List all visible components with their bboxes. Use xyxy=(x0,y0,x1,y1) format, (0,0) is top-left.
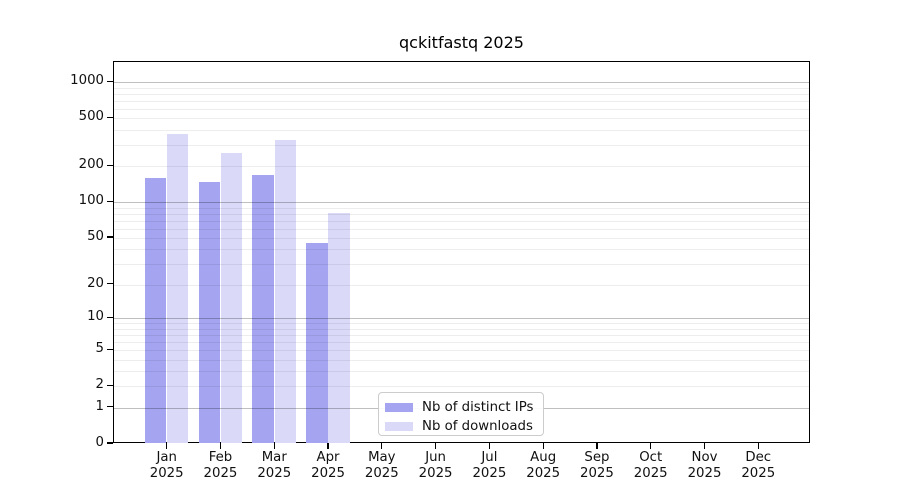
grid-layer xyxy=(114,62,809,442)
x-axis-tick xyxy=(757,443,759,449)
bar-apr-s0 xyxy=(306,243,328,443)
x-axis-tick xyxy=(166,443,168,449)
gridline-minor xyxy=(114,213,809,215)
gridline-minor xyxy=(114,100,809,102)
x-tick-label-sep: Sep 2025 xyxy=(580,450,614,481)
x-tick-label-aug: Aug 2025 xyxy=(526,450,561,481)
gridline-minor xyxy=(114,350,809,352)
legend-swatch-0 xyxy=(385,402,413,413)
x-tick-label-jan: Jan 2025 xyxy=(149,450,184,481)
legend: Nb of distinct IPs Nb of downloads xyxy=(378,392,544,436)
y-axis-tick xyxy=(107,384,113,387)
y-axis-tick xyxy=(107,316,113,319)
x-tick-label-oct: Oct 2025 xyxy=(633,450,668,481)
gridline-major xyxy=(114,202,809,204)
y-axis-tick xyxy=(107,282,113,285)
gridline-major xyxy=(114,318,809,320)
y-tick-label: 500 xyxy=(78,109,104,125)
gridline-minor xyxy=(114,249,809,251)
x-axis-tick xyxy=(542,443,544,449)
y-axis-tick xyxy=(107,80,113,82)
x-tick-label-mar: Mar 2025 xyxy=(257,450,292,481)
gridline-minor xyxy=(114,130,809,132)
x-tick-label-nov: Nov 2025 xyxy=(687,450,722,481)
bar-mar-s0 xyxy=(252,175,274,443)
y-tick-label: 1 xyxy=(95,398,104,414)
x-axis-tick xyxy=(703,443,706,449)
bar-mar-s1 xyxy=(274,140,296,443)
y-axis-tick xyxy=(107,164,113,166)
legend-label: Nb of distinct IPs xyxy=(422,400,534,415)
legend-swatch-1 xyxy=(385,421,413,432)
legend-label: Nb of downloads xyxy=(422,419,533,434)
x-tick-label-dec: Dec 2025 xyxy=(741,450,776,481)
x-tick-label-feb: Feb 2025 xyxy=(203,450,238,481)
x-axis-tick xyxy=(596,443,598,449)
x-tick-label-apr: Apr 2025 xyxy=(311,450,345,481)
y-axis-tick xyxy=(107,236,113,238)
gridline-minor xyxy=(114,145,809,147)
gridline-minor xyxy=(114,108,809,110)
gridline-minor xyxy=(114,87,809,89)
y-tick-label: 0 xyxy=(95,435,104,450)
legend-entry-1: Nb of downloads xyxy=(385,417,535,436)
x-axis-tick xyxy=(488,443,491,449)
y-axis-tick xyxy=(107,442,113,444)
gridline-minor xyxy=(114,228,809,230)
gridline-minor xyxy=(114,207,809,209)
y-tick-label: 50 xyxy=(87,229,104,245)
x-tick-label-jul: Jul 2025 xyxy=(472,450,507,481)
y-tick-label: 200 xyxy=(78,157,104,173)
legend-entry-0: Nb of distinct IPs xyxy=(385,398,535,417)
y-tick-label: 1000 xyxy=(70,73,104,89)
plot-area xyxy=(113,61,810,443)
y-tick-label: 10 xyxy=(87,309,104,325)
gridline-minor xyxy=(114,342,809,344)
chart-title: qckitfastq 2025 xyxy=(399,33,524,52)
x-axis-tick xyxy=(650,443,652,449)
y-tick-label: 5 xyxy=(95,341,104,357)
bar-apr-s1 xyxy=(328,212,350,443)
gridline-minor xyxy=(114,359,809,361)
gridline-minor xyxy=(114,238,809,240)
gridline-major xyxy=(114,82,809,84)
y-axis-tick xyxy=(107,406,113,408)
bars-layer xyxy=(114,62,809,443)
gridline-minor xyxy=(114,118,809,120)
y-axis-tick xyxy=(107,116,113,119)
gridline-minor xyxy=(114,323,809,325)
gridline-minor xyxy=(114,264,809,266)
gridline-minor xyxy=(114,386,809,388)
gridline-minor xyxy=(114,284,809,286)
y-tick-label: 20 xyxy=(87,275,104,291)
y-axis-tick xyxy=(107,200,113,202)
gridline-minor xyxy=(114,220,809,222)
bar-jan-s0 xyxy=(144,177,167,443)
x-axis-tick xyxy=(381,443,383,449)
y-axis-tick xyxy=(107,348,113,350)
gridline-minor xyxy=(114,328,809,330)
y-tick-label: 2 xyxy=(95,377,104,393)
bar-feb-s1 xyxy=(220,152,243,443)
gridline-minor xyxy=(114,93,809,95)
x-axis-tick xyxy=(273,443,275,449)
x-tick-label-may: May 2025 xyxy=(364,450,399,481)
gridline-minor xyxy=(114,371,809,373)
x-tick-label-jun: Jun 2025 xyxy=(418,450,453,481)
bar-feb-s0 xyxy=(198,182,221,443)
x-axis-tick xyxy=(434,443,437,449)
x-axis-tick xyxy=(219,443,222,449)
gridline-minor xyxy=(114,166,809,168)
y-tick-label: 100 xyxy=(78,193,104,209)
x-axis-tick xyxy=(327,443,329,449)
gridline-minor xyxy=(114,335,809,337)
bar-jan-s1 xyxy=(167,134,189,443)
